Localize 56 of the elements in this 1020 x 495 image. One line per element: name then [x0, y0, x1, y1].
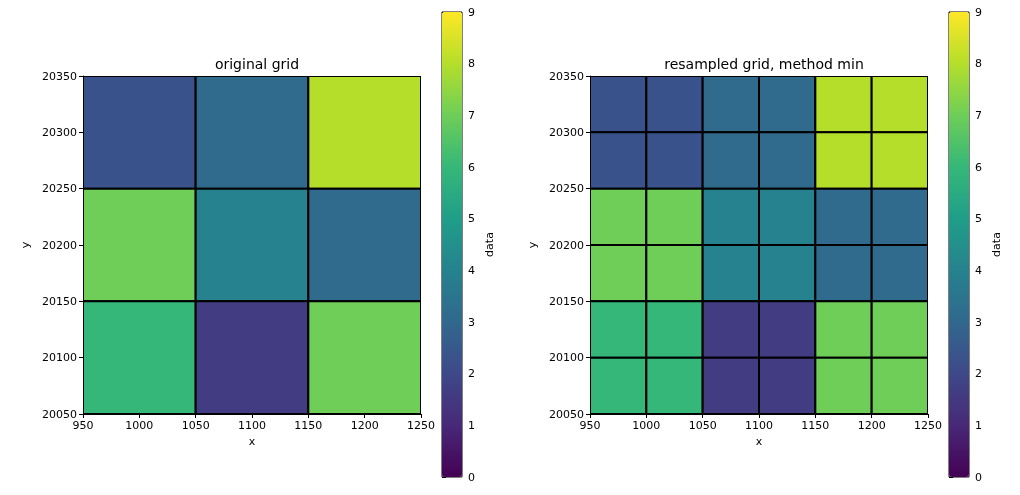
y-tick-label: 20050: [549, 407, 584, 421]
y-tick-label: 20050: [42, 407, 77, 421]
x-axis-title: x: [248, 435, 256, 448]
y-axis-title: y: [19, 241, 32, 249]
x-tick-label: 1250: [407, 419, 435, 432]
color-bar-label: 0: [975, 470, 982, 484]
x-tick-label: 1200: [350, 419, 379, 432]
color-bar-label: 0: [468, 470, 475, 484]
y-tick-label: 20350: [42, 69, 77, 83]
y-tick-label: 20100: [549, 351, 584, 365]
color-bar-label: 1: [468, 418, 475, 432]
color-bar-label: 2: [468, 367, 475, 381]
color-bar-label: 3: [975, 315, 982, 329]
color-bar-label: 2: [975, 367, 982, 381]
x-tick-label: 1150: [294, 419, 323, 432]
x-tick-label: 1150: [801, 419, 830, 432]
x-tick-label: 1050: [688, 419, 717, 432]
color-bar-label: 6: [975, 160, 982, 174]
x-tick-label: 1200: [857, 419, 886, 432]
x-tick-label: 1000: [125, 419, 154, 432]
color-bar-label: 7: [468, 108, 475, 122]
y-tick-label: 20300: [549, 125, 584, 139]
color-bar-title: data: [990, 232, 1003, 257]
x-tick-label: 1250: [914, 419, 942, 432]
x-tick-label: 1100: [745, 419, 773, 432]
color-bar-label: 9: [468, 5, 475, 19]
y-tick-label: 20100: [42, 351, 77, 365]
y-axis-title: y: [526, 241, 539, 249]
x-tick-label: 950: [579, 419, 601, 432]
color-bar-label: 4: [975, 263, 982, 277]
color-bar-label: 7: [975, 108, 982, 122]
color-bar-label: 8: [468, 57, 475, 71]
color-bar-label: 3: [468, 315, 475, 329]
x-tick-label: 1050: [181, 419, 210, 432]
y-tick-label: 20250: [42, 182, 77, 196]
y-tick-label: 20200: [549, 238, 584, 252]
color-bar-label: 6: [468, 160, 475, 174]
color-bar-label: 8: [975, 57, 982, 71]
x-tick-label: 1100: [238, 419, 266, 432]
color-bar-label: 5: [975, 212, 982, 226]
x-tick-label: 1000: [632, 419, 661, 432]
chart-title: original grid: [214, 56, 300, 72]
chart-title: resampled grid, method min: [664, 56, 864, 72]
y-tick-label: 20150: [42, 294, 77, 308]
y-tick-label: 20250: [549, 182, 584, 196]
x-tick-label: 950: [72, 419, 94, 432]
y-tick-label: 20200: [42, 238, 77, 252]
y-tick-label: 20300: [42, 125, 77, 139]
x-axis-title: x: [755, 435, 763, 448]
color-bar-label: 9: [975, 5, 982, 19]
color-bar-label: 1: [975, 418, 982, 432]
y-tick-label: 20150: [549, 294, 584, 308]
color-bar-label: 4: [468, 263, 475, 277]
color-bar-title: data: [483, 232, 496, 257]
y-tick-label: 20350: [549, 69, 584, 83]
color-bar-label: 5: [468, 212, 475, 226]
